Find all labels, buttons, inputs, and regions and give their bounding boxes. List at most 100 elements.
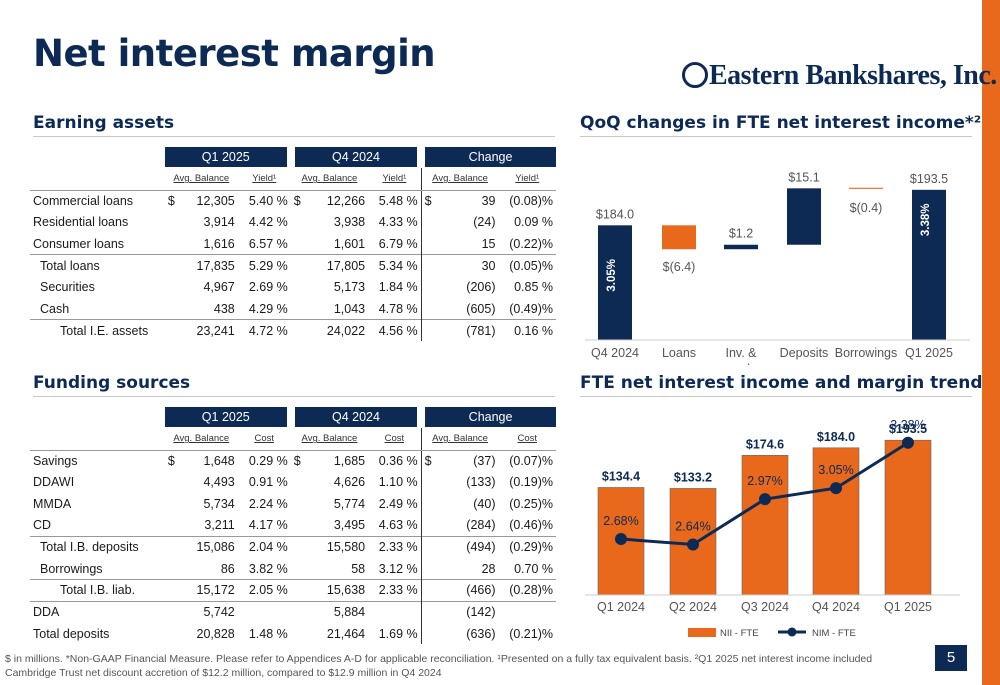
cell-c5: (133) <box>466 475 496 490</box>
footnote: $ in millions. *Non-GAAP Financial Measu… <box>5 653 873 679</box>
company-logo: Eastern Bankshares, Inc. <box>682 58 997 92</box>
cell-c2: 3.82 % <box>248 561 288 576</box>
cell-c2: 2.05 % <box>237 579 291 602</box>
row-label: Cash <box>40 301 70 316</box>
table-row: Consumer loans 1,616 6.57 % 1,601 6.79 % 15 (0… <box>30 233 556 255</box>
nii-label: $174.6 <box>746 437 784 451</box>
cell-c3a: $ <box>293 194 301 209</box>
cell-c5a <box>420 514 437 537</box>
cell-c1a <box>165 212 180 234</box>
cell-c4: 1.84 % <box>378 280 418 295</box>
cell-c4: 2.49 % <box>378 496 418 511</box>
cell-c2: 2.69 % <box>248 280 288 295</box>
cell-c6: (0.46)% <box>509 518 553 533</box>
cell-c4: 3.12 % <box>378 561 418 576</box>
nim-point <box>615 533 627 545</box>
legend-label-nii: NII - FTE <box>720 628 759 639</box>
cell-c3a <box>291 233 306 255</box>
nii-label: $134.4 <box>602 469 640 483</box>
cell-c3a <box>291 558 306 580</box>
period-header: Q1 2025 <box>164 406 291 428</box>
column-header: Cost <box>498 428 556 451</box>
cell-c5a <box>420 297 437 320</box>
cell-c5: 30 <box>436 254 499 277</box>
period-label: Q1 2025 <box>164 147 287 167</box>
cell-c2: 0.91 % <box>248 475 288 490</box>
cell-c5a <box>420 233 437 255</box>
period-label: Change <box>425 407 556 427</box>
row-label: Total I.B. liab. <box>30 579 165 602</box>
period-label: Q1 2025 <box>164 407 287 427</box>
orange-side-bar <box>982 0 1000 685</box>
qoq-chart-rule <box>580 136 972 137</box>
legend-swatch-nii <box>688 628 716 637</box>
earning-assets-heading: Earning assets <box>33 113 175 133</box>
period-header-row: Q1 2025 Q4 2024 Change <box>30 146 556 168</box>
cell-c1: 20,828 <box>196 626 235 641</box>
category-label: Loans <box>662 346 696 360</box>
table-row: Borrowings 86 3.82 % 58 3.12 % 28 0.70 % <box>30 557 556 580</box>
cell-c3a <box>290 535 307 558</box>
cell-c4: 1.69 % <box>378 626 418 641</box>
cell-c1: 1,616 <box>203 236 235 251</box>
table-row: DDAWI 4,493 0.91 % 4,626 1.10 % (133) (0.19)% <box>30 471 556 494</box>
waterfall-bar <box>912 189 946 340</box>
cell-c2: 1.48 % <box>248 626 288 641</box>
cell-c5: (284) <box>466 518 496 533</box>
row-label: Total deposits <box>33 626 110 641</box>
cell-c2: 4.29 % <box>248 301 288 316</box>
cell-c3a <box>291 212 306 234</box>
row-label: Borrowings <box>40 561 103 576</box>
funding-sources-table: Q1 2025 Q4 2024 Change Avg. Balance Cost Avg.… <box>30 406 556 645</box>
cell-c5: (466) <box>436 579 499 602</box>
cell-c3a <box>290 600 307 623</box>
legend-label-nim: NIM - FTE <box>812 628 856 639</box>
category-label: Borrowings <box>835 346 898 360</box>
table-row: Securities 4,967 2.69 % 5,173 1.84 % (206) 0.8… <box>30 276 556 298</box>
category-label: Q2 2024 <box>669 600 717 614</box>
cell-c3: 12,266 <box>326 194 366 209</box>
cell-c1: 86 <box>220 561 235 576</box>
table-row: Savings $1,648 0.29 % $1,685 0.36 % $ (37) (0.0… <box>30 450 556 472</box>
cell-c2: 2.04 % <box>237 535 291 558</box>
row-label: Consumer loans <box>33 236 125 251</box>
column-header: Avg. Balance <box>290 428 369 451</box>
table-row: CD 3,211 4.17 % 3,495 4.63 % (284) (0.46)% <box>30 514 556 537</box>
column-header-label: Cost <box>254 433 275 445</box>
cell-c5: (494) <box>436 535 499 558</box>
row-label: Total loans <box>30 254 165 277</box>
nim-label: 2.97% <box>747 474 782 488</box>
page-title: Net interest margin <box>33 32 436 75</box>
row-label: Total I.B. deposits <box>30 535 165 558</box>
column-header-row: Avg. Balance Yield¹ Avg. Balance Yield¹ Avg.… <box>30 168 556 191</box>
nii-bar <box>812 447 860 596</box>
row-label: DDAWI <box>33 475 75 490</box>
cell-c1: 5,734 <box>203 496 235 511</box>
cell-c1a <box>165 623 180 645</box>
cell-c3: 3,938 <box>333 215 366 230</box>
cell-c6: (0.21)% <box>509 626 553 641</box>
logo-mark-icon <box>682 62 708 88</box>
cell-c1: 3,914 <box>203 215 235 230</box>
cell-c3: 5,774 <box>333 496 366 511</box>
nim-label: 3.05% <box>818 463 853 477</box>
data-label: $1.2 <box>729 227 753 241</box>
column-header: Avg. Balance <box>164 168 238 191</box>
category-label: Inv. & <box>725 346 757 360</box>
cell-c3a <box>291 472 306 494</box>
cell-c6: (0.49)% <box>509 301 553 316</box>
cell-c1a <box>165 472 180 494</box>
data-label: $(6.4) <box>663 260 696 274</box>
cell-c6: (0.29)% <box>498 535 556 558</box>
logo-text: Eastern Bankshares, Inc. <box>709 60 997 91</box>
column-header-label: Avg. Balance <box>432 173 488 185</box>
cell-c1: 12,305 <box>196 194 235 209</box>
cell-c6: (0.05)% <box>498 254 556 277</box>
cell-c1a <box>164 254 181 277</box>
cell-c4: 4.63 % <box>378 518 418 533</box>
column-header-label: Cost <box>384 433 405 445</box>
data-label: $184.0 <box>596 207 634 221</box>
cell-c2: 4.72 % <box>237 319 291 342</box>
cell-c3: 1,685 <box>333 454 366 469</box>
cell-c3: 4,626 <box>333 475 366 490</box>
